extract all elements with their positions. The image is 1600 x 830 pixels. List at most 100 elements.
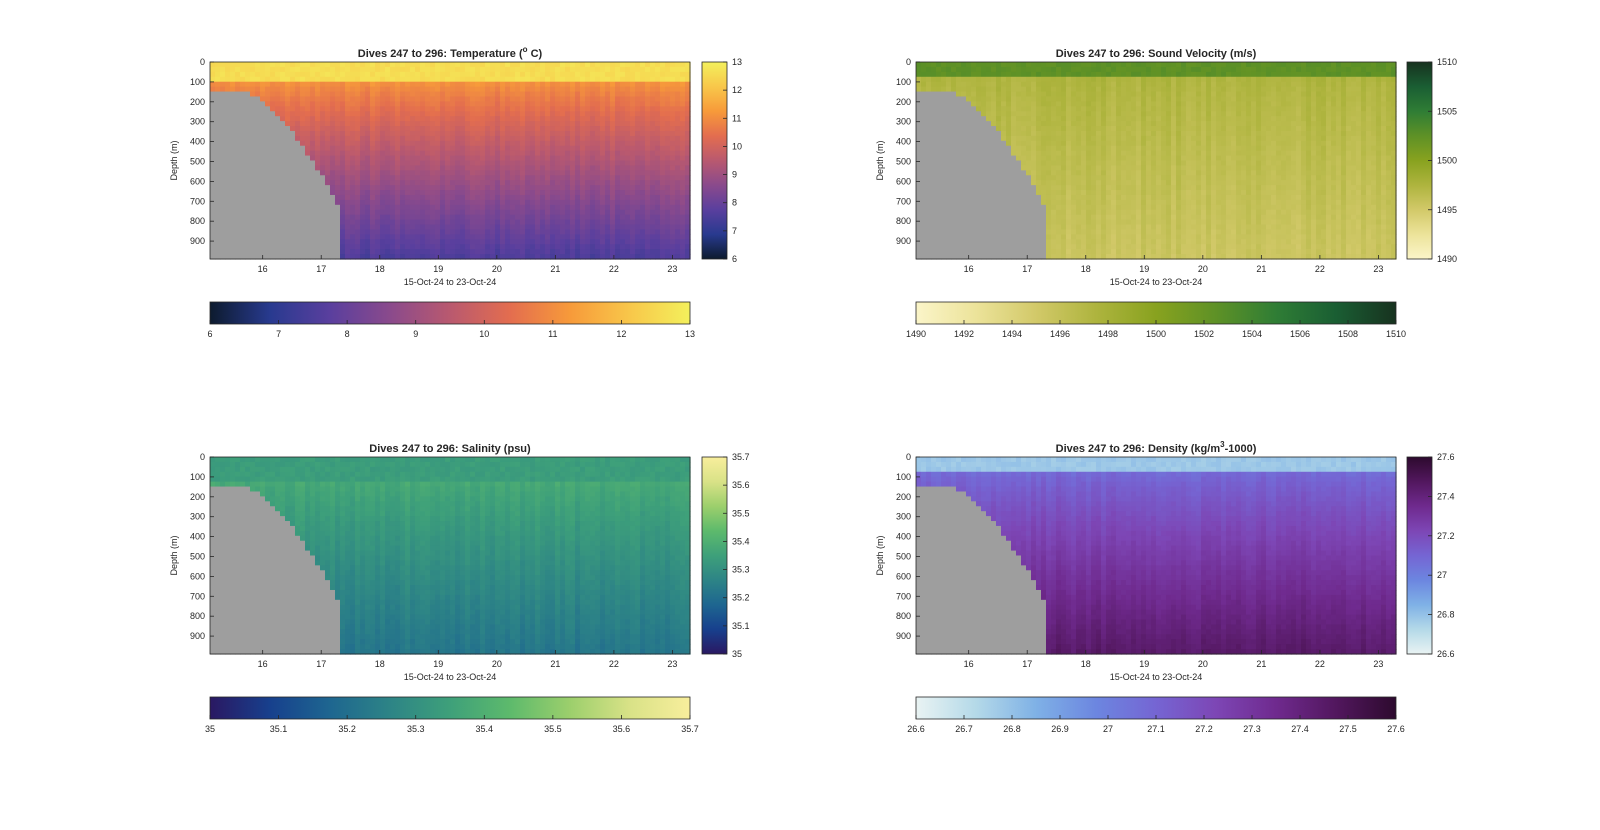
heatmap-cell [225,160,231,167]
heatmap-cell [350,239,356,245]
heatmap-cell [600,165,606,171]
heatmap-cell [345,249,351,255]
heatmap-cell [991,101,997,107]
heatmap-cell [305,234,311,240]
heatmap-cell [610,66,616,73]
heatmap-cell [936,175,942,181]
heatmap-cell [485,204,491,211]
heatmap-cell [570,111,576,117]
heatmap-cell [465,66,471,73]
heatmap-cell [235,130,241,137]
heatmap-cell [330,150,336,157]
heatmap-cell [505,116,511,122]
heatmap-cell [575,91,581,98]
heatmap-cell [495,185,501,191]
heatmap-cell [365,126,371,132]
heatmap-cell [270,185,276,191]
heatmap-cell [655,150,661,157]
heatmap-cell [976,234,982,240]
heatmap-cell [385,101,391,107]
heatmap-cell [1026,239,1032,245]
heatmap-cell [535,229,541,235]
heatmap-cell [645,165,651,171]
heatmap-cell [330,96,336,102]
heatmap-cell [655,244,661,250]
heatmap-cell [385,194,391,201]
heatmap-cell [250,155,256,162]
heatmap-cell [395,116,401,122]
heatmap-cell [981,126,987,132]
heatmap-cell [1016,180,1022,186]
heatmap-cell [270,150,276,157]
heatmap-cell [330,111,336,117]
heatmap-cell [215,135,221,142]
heatmap-cell [340,219,346,226]
heatmap-cell [600,214,606,221]
heatmap-cell [300,145,306,152]
heatmap-cell [630,219,636,226]
heatmap-cell [410,214,416,221]
heatmap-cell [675,244,681,250]
heatmap-cell [505,165,511,171]
heatmap-cell [430,121,436,127]
heatmap-cell [961,214,967,221]
heatmap-cell [245,126,251,132]
heatmap-cell [220,66,226,73]
heatmap-cell [550,160,556,167]
heatmap-cell [510,180,516,186]
heatmap-cell [630,170,636,176]
heatmap-cell [290,150,296,157]
heatmap-cell [575,194,581,201]
heatmap-cell [961,126,967,132]
heatmap-cell [625,140,631,147]
heatmap-cell [946,160,952,167]
heatmap-cell [590,121,596,127]
heatmap-cell [250,170,256,176]
heatmap-cell [685,101,691,107]
heatmap-cell [670,175,676,181]
heatmap-cell [310,145,316,152]
heatmap-cell [640,116,646,122]
heatmap-cell [405,214,411,221]
heatmap-cell [450,224,456,231]
heatmap-cell [230,150,236,157]
heatmap-cell [275,96,281,102]
heatmap-cell [1011,234,1017,240]
heatmap-cell [1036,140,1042,147]
heatmap-cell [916,81,922,88]
heatmap-cell [260,71,266,78]
heatmap-cell [230,81,236,88]
heatmap-cell [936,71,942,78]
heatmap-cell [1036,199,1042,206]
heatmap-cell [941,150,947,157]
heatmap-cell [986,239,992,245]
heatmap-cell [615,175,621,181]
heatmap-cell [530,140,536,147]
heatmap-cell [240,204,246,211]
heatmap-cell [991,71,997,78]
heatmap-cell [490,165,496,171]
heatmap-cell [385,86,391,93]
heatmap-cell [485,175,491,181]
heatmap-cell [215,150,221,157]
heatmap-cell [966,244,972,250]
heatmap-cell [380,214,386,221]
heatmap-cell [365,249,371,255]
heatmap-cell [540,116,546,122]
heatmap-cell [445,101,451,107]
heatmap-cell [951,190,957,196]
heatmap-cell [215,165,221,171]
heatmap-cell [610,111,616,117]
heatmap-cell [926,214,932,221]
heatmap-cell [395,86,401,93]
heatmap-cell [1016,244,1022,250]
heatmap-cell [500,175,506,181]
heatmap-cell [530,234,536,240]
heatmap-cell [1001,199,1007,206]
heatmap-cell [530,145,536,152]
heatmap-cell [1001,130,1007,137]
heatmap-cell [535,185,541,191]
heatmap-cell [1006,199,1012,206]
heatmap-cell [941,86,947,93]
heatmap-cell [640,76,646,83]
